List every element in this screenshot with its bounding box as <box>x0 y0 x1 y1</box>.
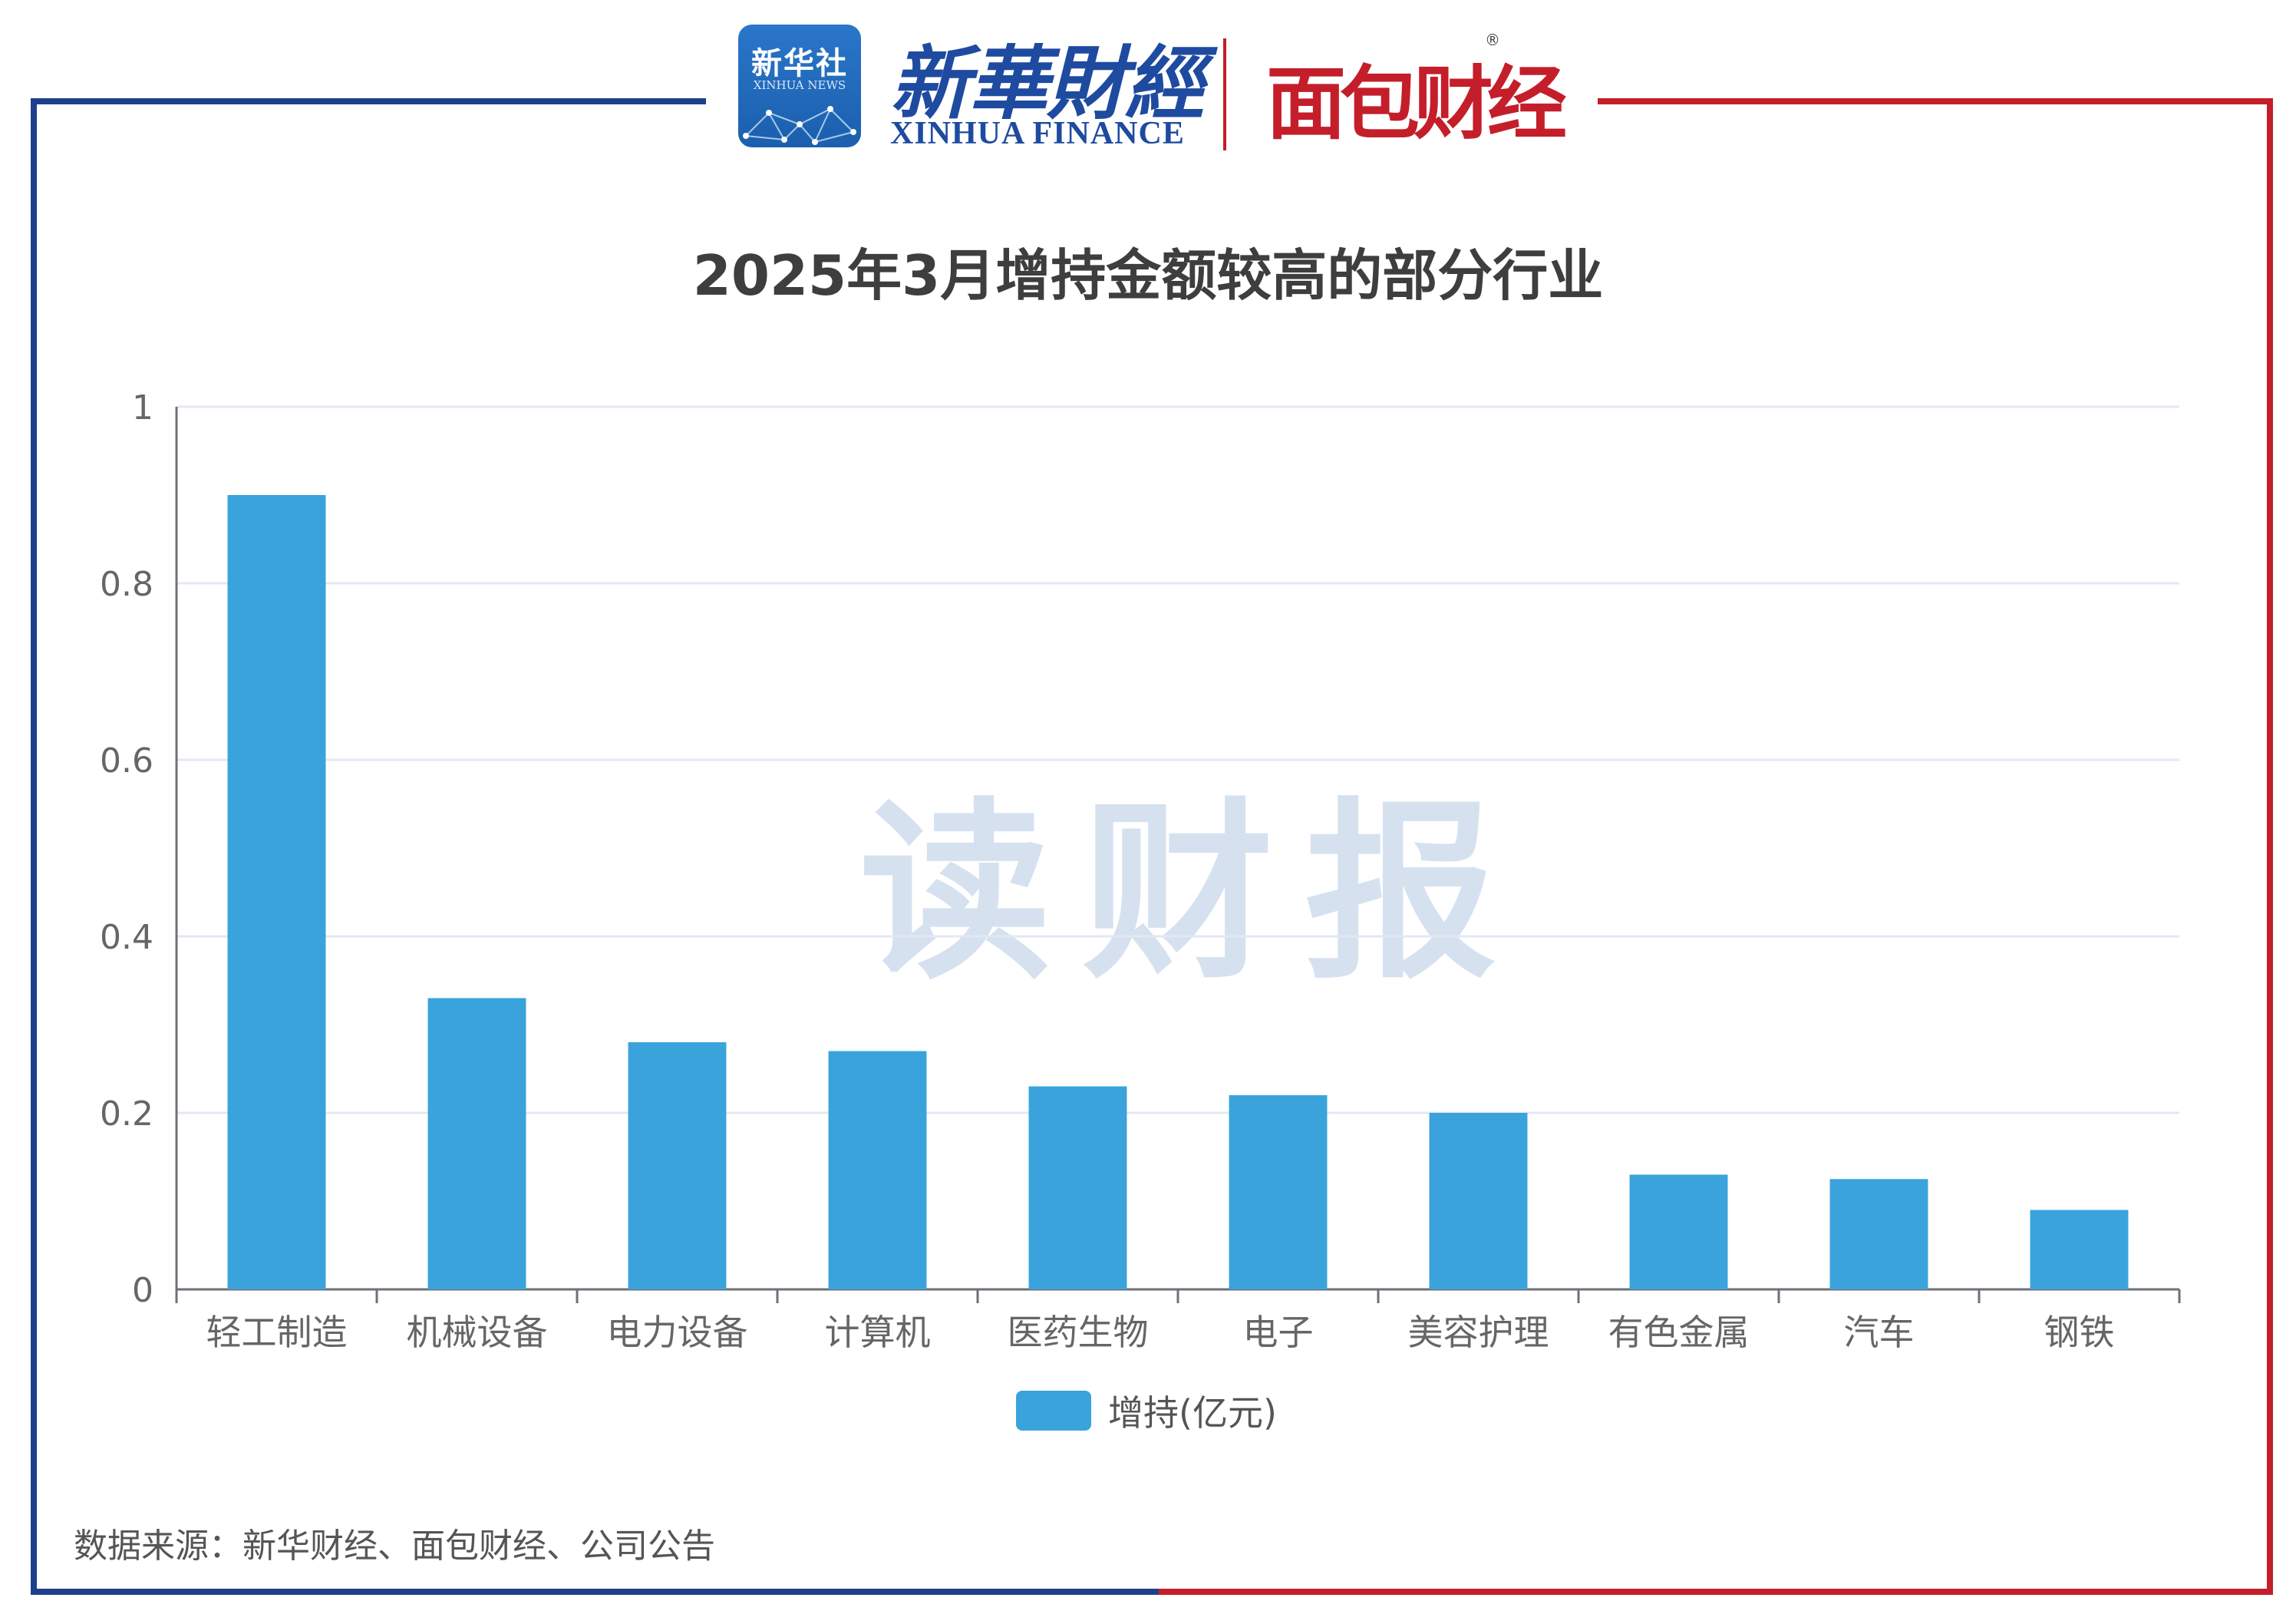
chart-title: 2025年3月增持金额较高的部分行业 <box>692 243 1604 308</box>
y-tick-label: 0.6 <box>100 741 153 781</box>
mianbao-finance-logo: 面包财经 <box>1266 57 1567 150</box>
xinhua-news-logo: 新华社 XINHUA NEWS <box>738 25 861 147</box>
bar <box>227 495 326 1289</box>
network-icon <box>743 106 856 145</box>
x-tick-label: 汽车 <box>1844 1312 1915 1353</box>
xinhua-news-en: XINHUA NEWS <box>753 78 846 92</box>
y-tick-label: 0.4 <box>100 918 153 957</box>
frame-top-right <box>1598 98 2273 104</box>
x-tick-label: 有色金属 <box>1608 1312 1750 1353</box>
y-tick-label: 0.8 <box>100 565 153 604</box>
xinhua-finance-cn: 新華財經 <box>890 36 1205 130</box>
logo-divider <box>1223 38 1226 150</box>
xinhua-finance-en: XINHUA FINANCE <box>890 116 1185 151</box>
x-tick-label: 计算机 <box>825 1312 931 1353</box>
y-tick-label: 0.2 <box>100 1094 153 1134</box>
frame-bottom-right <box>1159 1589 2273 1595</box>
x-tick-label: 电子 <box>1243 1312 1314 1353</box>
x-tick-label: 钢铁 <box>2044 1312 2115 1353</box>
bar <box>1229 1095 1328 1289</box>
bar <box>2030 1210 2129 1289</box>
xinhua-news-cn: 新华社 <box>751 46 848 81</box>
y-tick-label: 1 <box>132 388 153 427</box>
registered-mark: ® <box>1485 31 1500 49</box>
x-tick-label: 美容护理 <box>1408 1312 1549 1353</box>
x-tick-label: 医药生物 <box>1008 1312 1149 1353</box>
x-tick-label: 电力设备 <box>607 1312 748 1353</box>
legend[interactable]: 增持(亿元) <box>1016 1388 1277 1434</box>
bar <box>1429 1113 1528 1289</box>
watermark: 读财报 <box>859 781 1527 1005</box>
frame-top-left <box>31 98 706 104</box>
frame-left <box>31 98 37 1595</box>
source-note: 数据来源：新华财经、面包财经、公司公告 <box>74 1527 715 1566</box>
x-tick-label: 机械设备 <box>407 1312 548 1353</box>
y-tick-label: 0 <box>132 1271 153 1310</box>
legend-swatch <box>1016 1391 1091 1431</box>
bar <box>1028 1086 1127 1289</box>
bar <box>628 1042 727 1289</box>
bar <box>1629 1174 1728 1289</box>
bar <box>828 1051 927 1289</box>
frame-right <box>2267 98 2273 1595</box>
frame-bottom-left <box>31 1589 1159 1595</box>
x-tick-label: 轻工制造 <box>206 1312 348 1353</box>
bar <box>427 998 526 1289</box>
bar <box>1829 1179 1928 1289</box>
legend-label: 增持(亿元) <box>1108 1392 1277 1434</box>
